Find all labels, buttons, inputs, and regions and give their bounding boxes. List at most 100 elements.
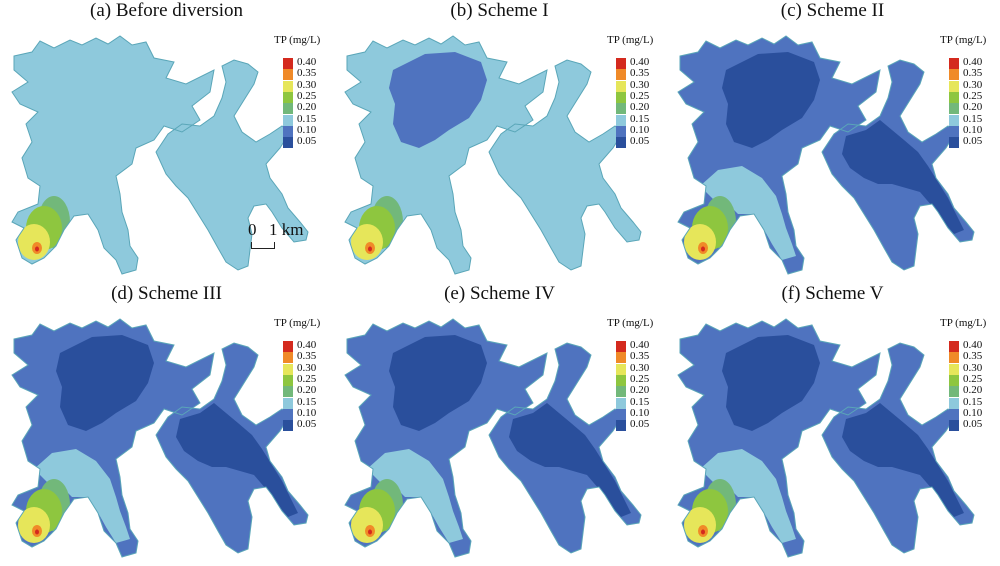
legend-label: 0.10 (630, 406, 650, 419)
legend-label: 0.25 (297, 89, 317, 102)
legend: TP (mg/L) 0.40 0.35 0.30 0.25 0.20 0.15 0.10 0.… (270, 317, 332, 437)
plume-030 (18, 224, 50, 260)
lake-west-outline (11, 35, 215, 275)
south-arm-zone (700, 449, 796, 543)
plume-040 (368, 246, 372, 252)
legend-label: 0.25 (630, 89, 650, 102)
legend: TP (mg/L) 0.40 0.35 0.30 0.25 0.20 0.15 0.10 0.… (603, 317, 665, 437)
concentration-fill (345, 36, 641, 274)
scale-bar: 0 1 km (248, 220, 318, 249)
legend-label: 0.25 (297, 372, 317, 385)
plume-040 (701, 246, 705, 252)
legend-label: 0.20 (630, 384, 650, 397)
lake-east-outline (821, 342, 975, 554)
south-arm-zone (34, 449, 130, 543)
legend-swatch (283, 91, 293, 103)
plume-030 (684, 507, 716, 543)
legend-swatch (949, 69, 959, 81)
legend-label: 0.15 (630, 112, 650, 125)
legend-label: 0.05 (963, 418, 983, 431)
legend-swatch (949, 114, 959, 126)
scale-bar-value: 1 km (269, 220, 304, 239)
concentration-fill (345, 319, 641, 557)
south-arm-zone (367, 449, 463, 543)
panel-e: (e) Scheme IV TP (mg/L) 0.40 0.35 0.30 0.25… (333, 283, 666, 566)
lake-map (11, 318, 309, 558)
panel-a: (a) Before diversion TP (mg/L) 0.40 0.35 0… (0, 0, 333, 283)
legend-swatch (949, 420, 959, 432)
legend-swatch (949, 103, 959, 115)
legend-swatch (949, 374, 959, 386)
legend-label: 0.25 (963, 89, 983, 102)
legend-label: 0.30 (297, 361, 317, 374)
legend-swatch (949, 137, 959, 149)
lake-layers (344, 318, 642, 558)
legend-label: 0.25 (963, 372, 983, 385)
west-core-zone (722, 52, 820, 148)
lake-west-outline (344, 35, 548, 275)
lake-west-outline (677, 318, 881, 558)
legend: TP (mg/L) 0.40 0.35 0.30 0.25 0.20 0.15 0.10 0.… (936, 34, 998, 154)
legend-label: 0.10 (963, 123, 983, 136)
lake-east-outline (488, 59, 642, 271)
panel-f: (f) Scheme V TP (mg/L) 0.40 0.35 0.30 0.25 0… (666, 283, 999, 566)
plume-040 (35, 529, 39, 535)
legend-label: 0.20 (297, 384, 317, 397)
legend-label: 0.15 (963, 112, 983, 125)
panel-c: (c) Scheme II TP (mg/L) 0.40 0.35 0.30 0.25… (666, 0, 999, 283)
legend-swatch (616, 341, 626, 352)
legend-title: TP (mg/L) (607, 34, 654, 46)
legend-swatch (616, 80, 626, 92)
lake-east-basin (489, 60, 641, 270)
legend-label: 0.10 (297, 123, 317, 136)
legend: TP (mg/L) 0.40 0.35 0.30 0.25 0.20 0.15 0.10 0.… (270, 34, 332, 154)
panel-title: (f) Scheme V (781, 283, 884, 304)
legend-label: 0.30 (963, 361, 983, 374)
legend-label: 0.20 (297, 101, 317, 114)
lake-layers (677, 318, 975, 558)
plume-030 (351, 507, 383, 543)
scale-bar-zero: 0 (248, 220, 257, 239)
lake-east-outline (821, 59, 975, 271)
legend: TP (mg/L) 0.40 0.35 0.30 0.25 0.20 0.15 0.10 0.… (603, 34, 665, 154)
legend-label: 0.30 (630, 78, 650, 91)
lake-east-basin (156, 60, 308, 270)
legend-swatch (616, 91, 626, 103)
legend-title: TP (mg/L) (940, 317, 987, 329)
legend-swatch (949, 341, 959, 352)
legend-label: 0.10 (963, 406, 983, 419)
panel-b: (b) Scheme I TP (mg/L) 0.40 0.35 0.30 0.25 0… (333, 0, 666, 283)
legend: TP (mg/L) 0.40 0.35 0.30 0.25 0.20 0.15 0.10 0.… (936, 317, 998, 437)
legend-swatch (616, 363, 626, 375)
legend-swatch (949, 386, 959, 398)
legend-swatch (283, 374, 293, 386)
legend-swatch (949, 91, 959, 103)
legend-title: TP (mg/L) (940, 34, 987, 46)
panel-title: (d) Scheme III (111, 283, 222, 304)
legend-label: 0.35 (297, 67, 317, 80)
legend-swatch (283, 408, 293, 420)
legend-swatch (283, 341, 293, 352)
legend-label: 0.35 (963, 350, 983, 363)
legend-label: 0.05 (630, 135, 650, 148)
legend-swatch (283, 137, 293, 149)
legend-swatch (949, 80, 959, 92)
lake-map (344, 318, 642, 558)
legend-label: 0.35 (630, 67, 650, 80)
legend-swatch (949, 397, 959, 409)
legend-label: 0.30 (297, 78, 317, 91)
legend-label: 0.40 (630, 56, 650, 68)
lake-east-outline (155, 342, 309, 554)
legend-swatch (283, 352, 293, 364)
legend-label: 0.40 (297, 339, 317, 351)
legend-swatch (949, 363, 959, 375)
legend-swatch (283, 386, 293, 398)
concentration-fill (12, 36, 308, 274)
legend-swatch (283, 363, 293, 375)
legend-swatch (616, 397, 626, 409)
concentration-fill (678, 319, 974, 557)
plume-030 (351, 224, 383, 260)
panel-title: (c) Scheme II (780, 0, 885, 21)
legend-swatch (949, 352, 959, 364)
lake-map (344, 35, 642, 275)
